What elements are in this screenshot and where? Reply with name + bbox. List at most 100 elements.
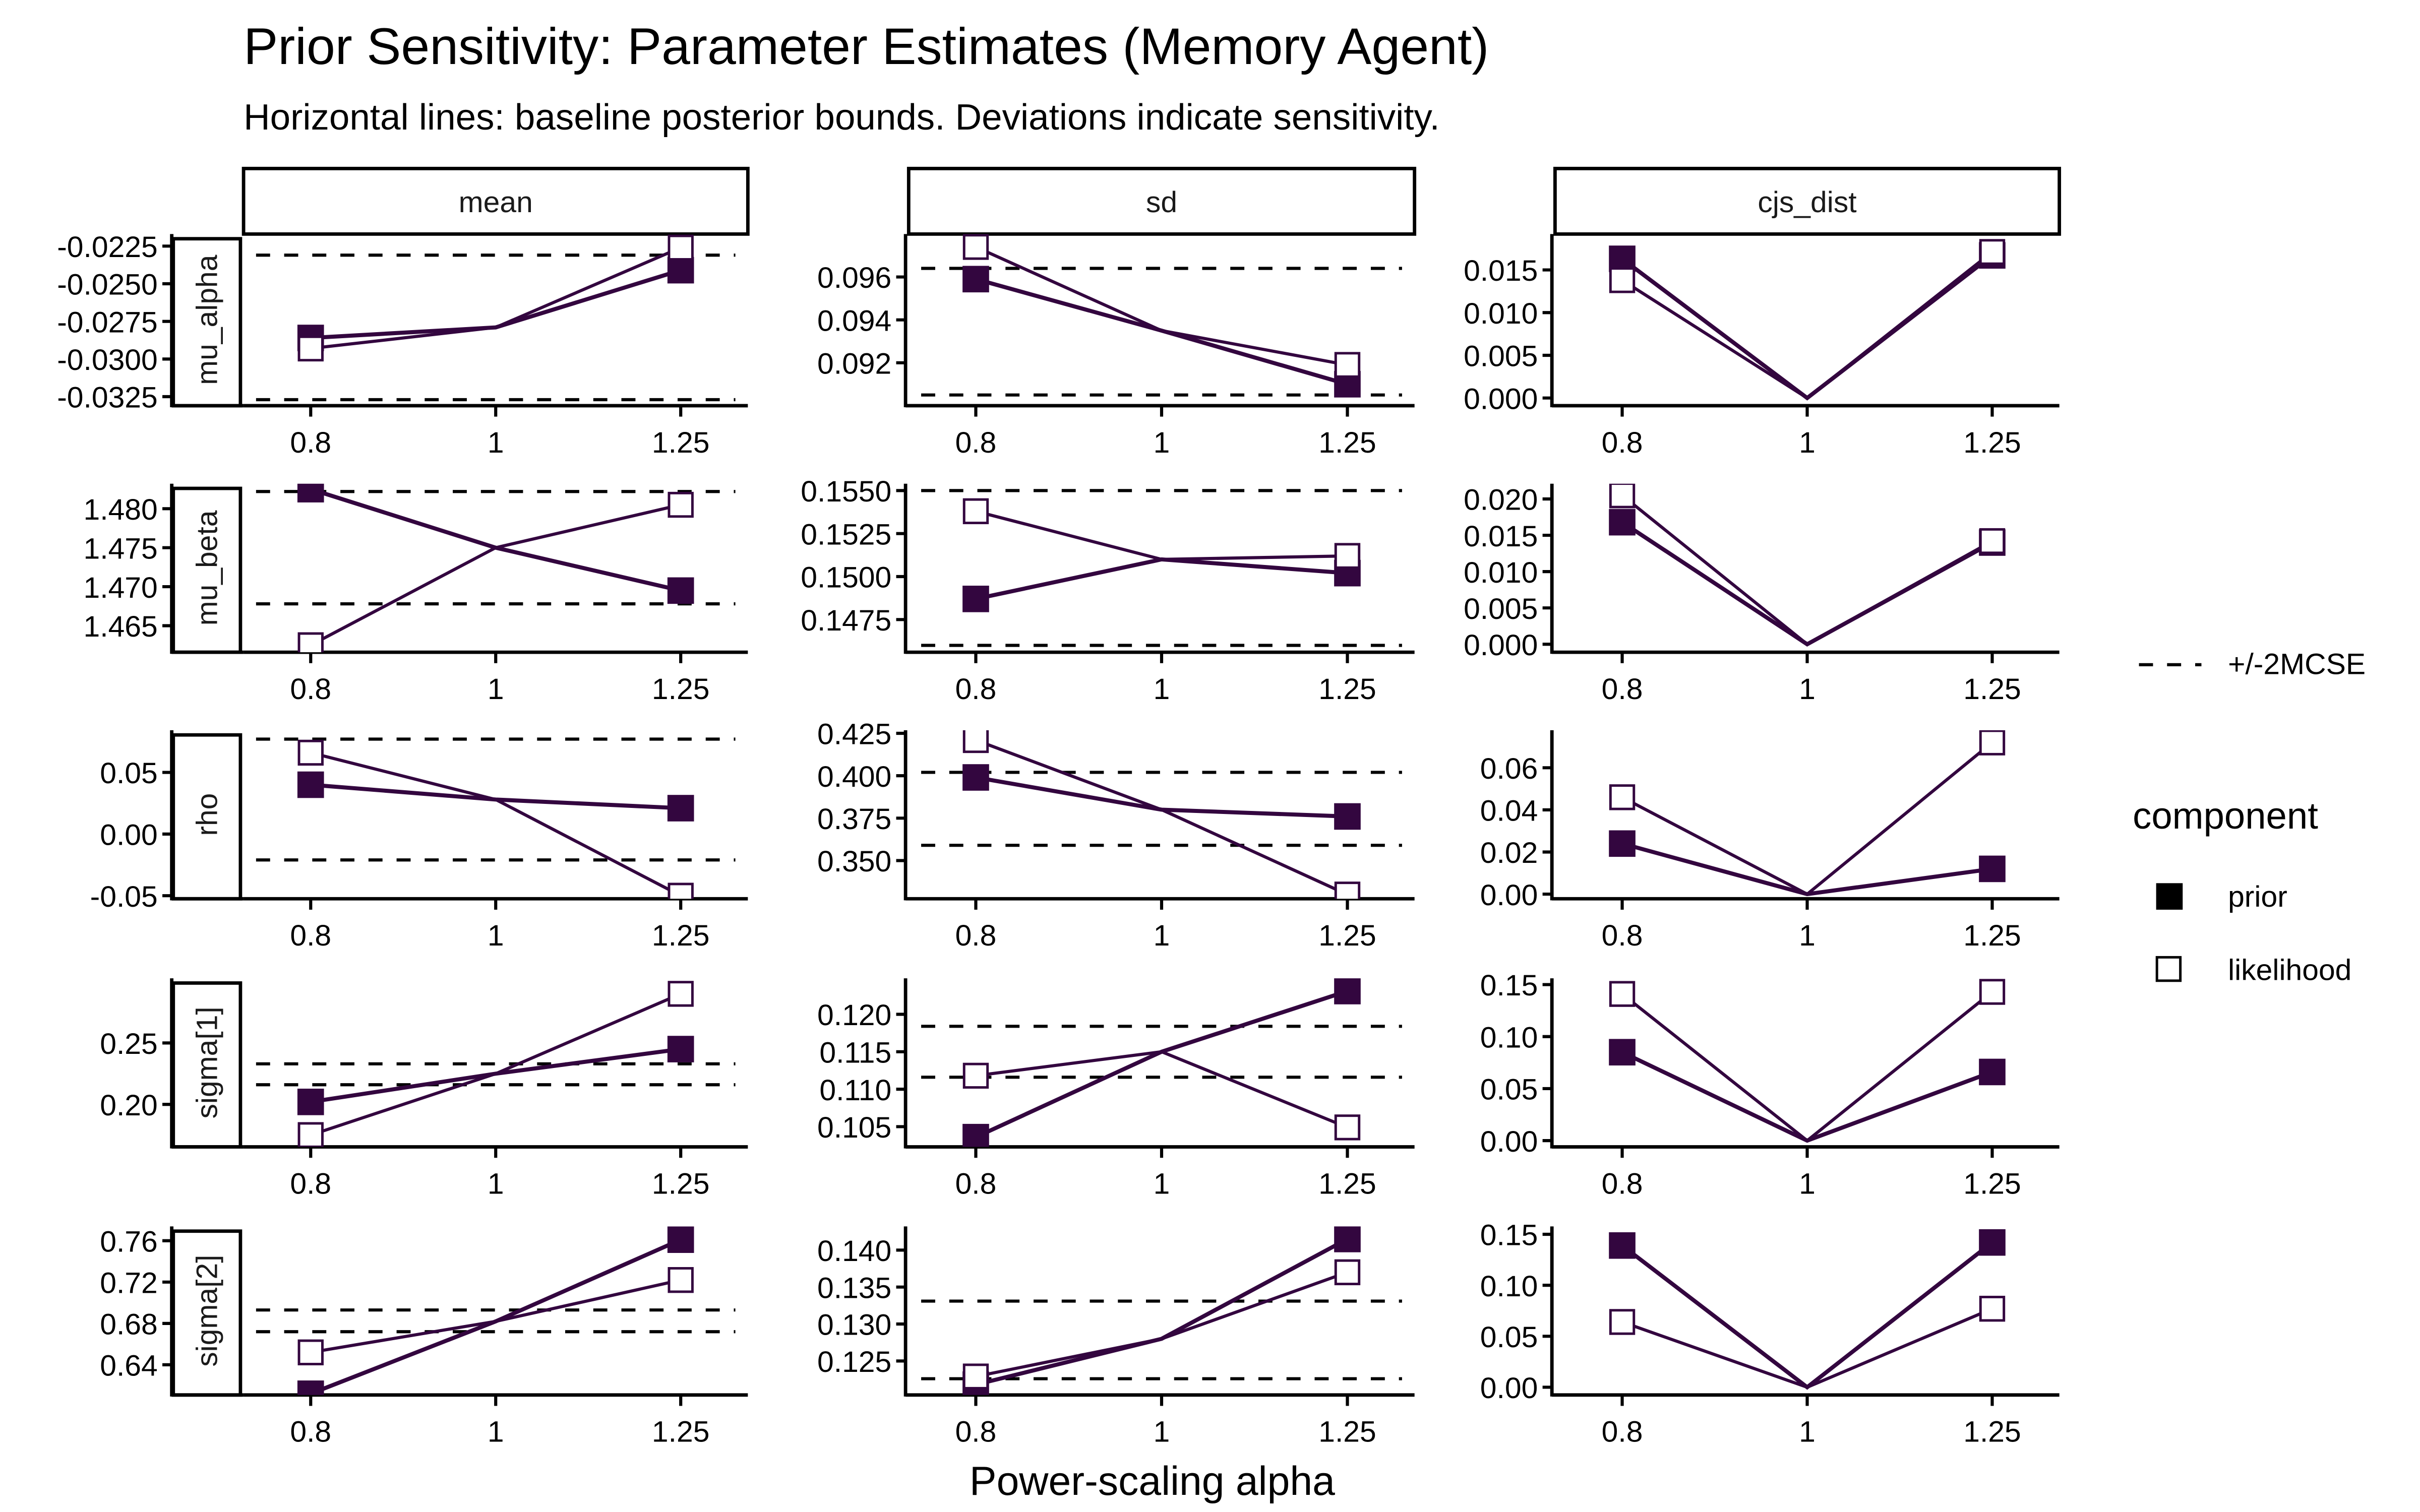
point-likelihood <box>1334 543 1361 569</box>
x-tick-label: 0.8 <box>290 673 331 706</box>
x-tick-label: 1 <box>1154 919 1170 952</box>
y-tick-label: 0.68 <box>100 1308 158 1341</box>
panel-sigma1-cjs_dist: 0.00 0.05 0.10 0.15 0.8 1 1.25 <box>1480 969 2060 1200</box>
series-line-likelihood <box>1621 494 1993 646</box>
panel-rho-mean: rho -0.05 0.00 0.05 0.8 1 1.25 <box>90 730 748 952</box>
panel-sigma2-cjs_dist: 0.00 0.05 0.10 0.15 0.8 1 1.25 <box>1480 1219 2060 1448</box>
x-tick-label: 1 <box>1799 426 1816 459</box>
column-strip-box <box>241 166 750 236</box>
legend-title: component <box>2133 795 2318 837</box>
panel-sigma1-mean: sigma[1] 0.20 0.25 0.8 1 1.25 <box>100 978 748 1200</box>
y-tick-label: 0.10 <box>1480 1021 1538 1054</box>
row-strip-box <box>171 237 243 408</box>
point-likelihood <box>1979 730 2006 755</box>
x-tick-label: 0.8 <box>955 426 997 459</box>
y-tick-label: 0.76 <box>100 1225 158 1258</box>
point-likelihood <box>1979 979 2006 1005</box>
point-likelihood <box>962 730 989 753</box>
x-tick-label: 1 <box>1799 1416 1816 1448</box>
point-prior <box>1334 978 1361 1004</box>
y-tick-label: 0.110 <box>819 1074 891 1107</box>
x-tick-label: 0.8 <box>1602 919 1643 952</box>
y-tick-label: 0.115 <box>819 1036 891 1069</box>
column-strip-label: mean <box>459 186 533 219</box>
y-tick-label: -0.0325 <box>57 382 158 414</box>
row-strip-label: rho <box>191 793 223 836</box>
y-tick-label: 0.64 <box>100 1350 158 1382</box>
x-tick-label: 1 <box>1799 673 1816 706</box>
series-line-likelihood <box>1621 250 1993 400</box>
series-line-likelihood <box>1621 1307 1993 1389</box>
y-tick-label: 0.135 <box>817 1272 891 1304</box>
y-tick-label: 1.470 <box>84 572 158 604</box>
panel-plot-area <box>256 483 736 653</box>
point-likelihood <box>1979 1295 2006 1322</box>
point-likelihood <box>297 739 324 766</box>
x-tick-label: 1.25 <box>1318 1167 1376 1200</box>
point-likelihood <box>1979 528 2006 554</box>
point-prior <box>667 1226 694 1253</box>
x-tick-label: 0.8 <box>955 919 997 952</box>
legend-bounds-label: +/-2MCSE <box>2228 648 2366 680</box>
point-likelihood <box>962 234 989 260</box>
chart-title: Prior Sensitivity: Parameter Estimates (… <box>244 17 1489 75</box>
point-likelihood <box>1979 239 2006 265</box>
panel-plot-area <box>1609 483 2006 647</box>
panel-plot-area <box>1609 730 2006 897</box>
column-strip-box <box>1553 166 2062 236</box>
series-line-likelihood <box>310 751 682 897</box>
row-strip-box <box>171 981 243 1149</box>
y-tick-label: 0.005 <box>1464 340 1538 373</box>
series-line-likelihood <box>975 1271 1348 1378</box>
point-likelihood <box>1609 784 1636 810</box>
y-tick-label: 0.120 <box>817 999 891 1032</box>
y-tick-label: -0.0275 <box>57 306 158 339</box>
x-tick-label: 0.8 <box>290 1416 331 1448</box>
x-tick-label: 1.25 <box>1963 426 2021 459</box>
point-prior <box>297 1380 324 1395</box>
point-prior <box>962 586 989 612</box>
panel-sigma2-sd: 0.125 0.130 0.135 0.140 0.8 1 1.25 <box>817 1226 1415 1448</box>
x-tick-label: 0.8 <box>290 1167 331 1200</box>
x-tick-label: 0.8 <box>955 673 997 706</box>
x-tick-label: 0.8 <box>290 919 331 952</box>
point-prior <box>962 1123 989 1147</box>
x-tick-label: 1 <box>1799 919 1816 952</box>
y-tick-label: 1.480 <box>84 493 158 526</box>
x-tick-label: 1.25 <box>1963 1416 2021 1448</box>
y-tick-label: 0.020 <box>1464 484 1538 517</box>
x-tick-label: 1.25 <box>652 426 710 459</box>
series-line-likelihood <box>310 246 682 350</box>
x-tick-label: 1 <box>1154 426 1170 459</box>
point-likelihood <box>1334 352 1361 378</box>
y-tick-label: 0.130 <box>817 1309 891 1342</box>
y-tick-label: 0.20 <box>100 1089 158 1122</box>
panel-plot-area <box>1609 239 2006 401</box>
x-tick-label: 1.25 <box>1318 919 1376 952</box>
row-strip-label: sigma[1] <box>191 1006 223 1118</box>
x-tick-label: 0.8 <box>1602 1416 1643 1448</box>
x-tick-label: 0.8 <box>955 1416 997 1448</box>
y-tick-label: -0.0250 <box>57 269 158 301</box>
y-tick-label: 0.04 <box>1480 795 1538 828</box>
y-tick-label: -0.0225 <box>57 231 158 264</box>
column-strip-box <box>906 166 1417 236</box>
point-likelihood <box>1609 1309 1636 1335</box>
y-tick-label: 0.140 <box>817 1235 891 1268</box>
y-tick-label: 1.475 <box>84 532 158 565</box>
x-tick-label: 1.25 <box>652 673 710 706</box>
row-strip-label: sigma[2] <box>191 1254 223 1366</box>
y-tick-label: 0.1550 <box>801 475 891 508</box>
point-prior <box>1979 855 2006 883</box>
point-likelihood <box>1334 881 1361 899</box>
x-tick-label: 1.25 <box>1963 919 2021 952</box>
x-tick-label: 1 <box>1799 1167 1816 1200</box>
point-prior <box>1609 1039 1636 1066</box>
x-tick-label: 1 <box>488 1167 504 1200</box>
y-tick-label: 0.010 <box>1464 297 1538 330</box>
y-tick-label: -0.05 <box>90 880 158 913</box>
panel-rho-cjs_dist: 0.00 0.02 0.04 0.06 0.8 1 1.25 <box>1480 730 2060 952</box>
x-tick-label: 1 <box>488 426 504 459</box>
x-axis-title: Power-scaling alpha <box>970 1459 1335 1504</box>
